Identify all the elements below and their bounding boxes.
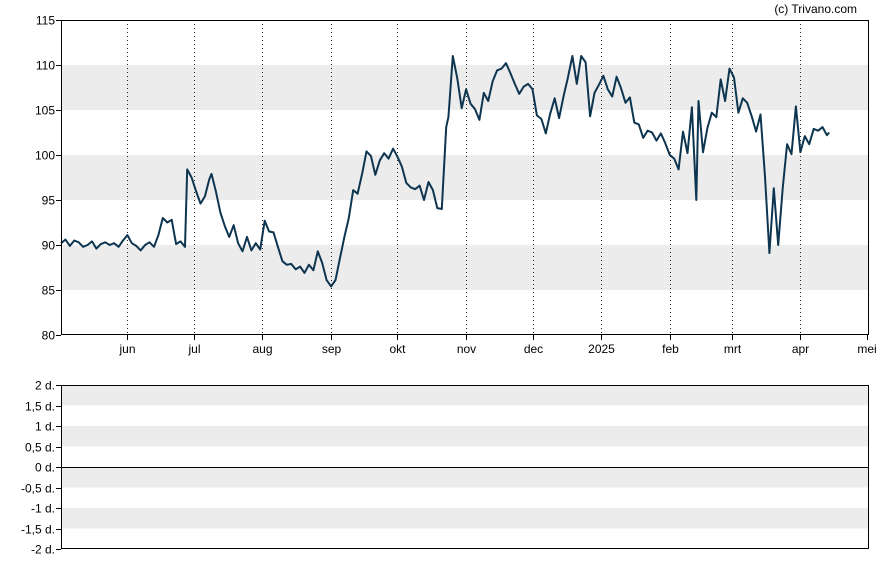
plot-frame xyxy=(61,20,869,335)
y-tick-label: 110 xyxy=(36,59,55,73)
y-tick-label: -1,5 d. xyxy=(21,523,55,537)
x-tick-label: 2025 xyxy=(588,342,615,356)
grid-band xyxy=(61,245,869,290)
y-tick-label: 1 d. xyxy=(35,420,55,434)
grid-band xyxy=(61,467,869,488)
x-tick-label: nov xyxy=(457,342,476,356)
plot-frame xyxy=(61,385,869,549)
y-tick-label: 85 xyxy=(42,284,56,298)
y-tick-label: 105 xyxy=(35,104,55,118)
x-tick-label: jun xyxy=(118,342,135,356)
price-chart: jun jul aug sep okt nov dec 2025 feb mrt apr mei 115… xyxy=(35,14,877,357)
x-tick-label: sep xyxy=(322,342,342,356)
grid-band xyxy=(61,426,869,447)
y-tick-label: -0,5 d. xyxy=(21,482,55,496)
y-tick-label: -2 d. xyxy=(31,543,55,557)
y-tick-label: 100 xyxy=(35,149,55,163)
grid-band xyxy=(61,508,869,529)
y-tick-label: 80 xyxy=(42,329,56,343)
x-tick-label: mei xyxy=(857,342,876,356)
x-tick-label: jul xyxy=(187,342,200,356)
indicator-chart: 2 d. 1,5 d. 1 d. 0,5 d. 0 d. -0,5 d. -1 d. -1,5… xyxy=(21,379,869,557)
x-tick-label: feb xyxy=(662,342,679,356)
price-line xyxy=(60,55,830,288)
grid-band xyxy=(61,155,869,200)
y-tick-label: 0 d. xyxy=(35,461,55,475)
y-tick-label: -1 d. xyxy=(31,502,55,516)
x-tick-label: aug xyxy=(252,342,272,356)
x-tick-label: dec xyxy=(524,342,543,356)
x-tick-label: apr xyxy=(792,342,809,356)
x-tick-label: okt xyxy=(389,342,406,356)
y-tick-label: 2 d. xyxy=(35,379,55,393)
x-tick-label: mrt xyxy=(724,342,742,356)
y-tick-label: 95 xyxy=(42,194,56,208)
y-tick-label: 115 xyxy=(36,14,55,28)
y-tick-label: 1,5 d. xyxy=(25,400,55,414)
y-tick-label: 0,5 d. xyxy=(25,441,55,455)
copyright-label: (c) Trivano.com xyxy=(774,2,857,16)
grid-band xyxy=(61,385,869,406)
y-tick-label: 90 xyxy=(42,239,56,253)
